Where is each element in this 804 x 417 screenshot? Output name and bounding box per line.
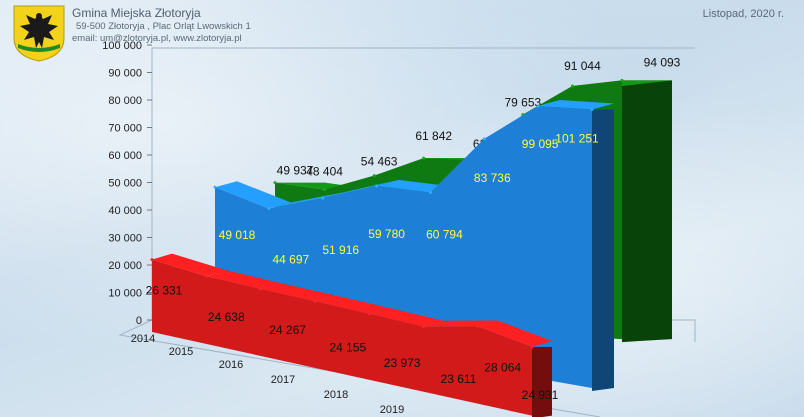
y-tick-label: 50 000	[108, 178, 142, 190]
series-1-ribbon-point	[476, 324, 480, 328]
series-2-ribbon-top-face	[215, 181, 291, 209]
back-wall-edge	[151, 47, 695, 320]
y-tick-label: 60 000	[108, 150, 142, 162]
y-tick-label: 90 000	[108, 68, 142, 80]
series-2-ribbon-data-label: 44 697	[273, 253, 310, 267]
series-2-ribbon-point	[321, 196, 325, 200]
series-2-ribbon-point	[536, 104, 540, 108]
x-tick-label: 2017	[271, 374, 295, 386]
series-1-ribbon-data-label: 24 638	[208, 310, 245, 324]
series-3-ribbon-data-label: 91 044	[564, 59, 601, 73]
series-3-ribbon-point	[620, 78, 624, 82]
y-tick-label: 30 000	[108, 233, 142, 245]
series-2-ribbon-side-face	[592, 109, 614, 391]
series-1-ribbon-top-face	[206, 270, 281, 290]
series-3-ribbon-data-label: 79 653	[505, 96, 542, 110]
series-1-ribbon-top-face	[260, 283, 335, 302]
header-title: Gmina Miejska Złotoryja	[72, 6, 201, 20]
y-tick-label: 100 000	[102, 40, 142, 52]
x-tick-label: 2016	[219, 359, 243, 371]
series-2-ribbon-point	[267, 207, 271, 211]
series-1-ribbon-data-label: 24 931	[522, 388, 559, 402]
series-1-ribbon-data-label: 24 267	[269, 323, 306, 337]
series-1-ribbon-point	[150, 258, 154, 262]
series-2-ribbon-point	[213, 185, 217, 189]
series-2-ribbon-point	[428, 191, 432, 195]
series-3-ribbon-data-label: 48 404	[306, 165, 343, 179]
series-2-ribbon-data-label: 83 736	[474, 171, 511, 185]
y-tick-label: 80 000	[108, 95, 142, 107]
series-2-ribbon-data-label: 99 095	[522, 137, 559, 151]
series-1-ribbon-top-face	[477, 320, 552, 348]
y-tick-label: 10 000	[108, 288, 142, 300]
series-2-ribbon-data-label: 49 018	[219, 228, 256, 242]
series-1-ribbon: 26 331 24 638 24 267 24 155 23 973 23 611 28 0…	[146, 253, 559, 417]
y-tick-label: 70 000	[108, 123, 142, 135]
series-3-ribbon-data-label: 61 842	[415, 129, 452, 143]
series-1-ribbon-data-label: 23 973	[384, 356, 421, 370]
x-tick-label: 2019	[380, 404, 404, 416]
series-1-ribbon-data-label: 23 611	[441, 372, 477, 386]
series-1-ribbon-data-label: 24 155	[330, 340, 367, 354]
series-1-ribbon-point	[367, 312, 371, 316]
series-2-ribbon-point	[482, 137, 486, 141]
series-3-ribbon-point	[273, 181, 277, 185]
series-3-ribbon-point	[422, 156, 426, 160]
series-1-ribbon-top-face	[152, 253, 227, 277]
series-1-ribbon-data-label: 26 331	[146, 284, 183, 298]
series-3-ribbon-data-label: 49 937	[277, 164, 314, 178]
series-1-ribbon-top-face	[423, 320, 498, 327]
series-1-ribbon-point	[204, 274, 208, 278]
series-2-ribbon-top-face	[322, 179, 399, 199]
series-3-ribbon-data-label: 54 463	[361, 155, 398, 169]
series-2-ribbon-data-label: 101 251	[555, 132, 599, 146]
series-2-ribbon-top-face	[268, 192, 345, 209]
series-1-ribbon-point	[421, 325, 425, 329]
series-2-ribbon-data-label: 60 794	[426, 228, 463, 242]
series-1-ribbon-data-label: 28 064	[484, 360, 521, 374]
series-1-ribbon-top-face	[369, 307, 444, 327]
x-tick-label: 2018	[324, 389, 348, 401]
series-1-ribbon-front-face	[152, 259, 532, 416]
series-3-ribbon-side-face	[622, 80, 672, 343]
series-1-ribbon-point	[259, 287, 263, 291]
coat-of-arms-logo	[13, 5, 65, 62]
x-tick-label: 2014	[131, 333, 155, 345]
series-3-ribbon-point	[570, 84, 574, 88]
y-tick-label: 40 000	[108, 205, 142, 217]
header-address: 59-500 Złotoryja , Plac Orląt Lwowskich …	[76, 21, 251, 32]
header-contact: email: um@zlotoryja.pl, www.zlotoryja.pl	[72, 33, 242, 44]
series-1-ribbon-side-face	[532, 347, 552, 417]
series-3-ribbon-point	[323, 188, 327, 192]
series-2-ribbon-data-label: 51 916	[322, 243, 359, 257]
series-2-ribbon-top-face	[376, 179, 453, 193]
series-3-ribbon-data-label: 94 093	[644, 55, 681, 69]
report-date: Listopad, 2020 r.	[702, 8, 784, 20]
series-2-ribbon-top-face	[538, 100, 614, 110]
series-3-ribbon-point	[372, 174, 376, 178]
series-1-ribbon-point	[530, 345, 534, 349]
series-1-ribbon-top-face	[314, 295, 390, 314]
series-1-ribbon-point	[313, 299, 317, 303]
y-tick-label: 0	[136, 315, 142, 327]
x-tick-label: 2015	[169, 346, 193, 358]
series-2-ribbon-point	[375, 184, 379, 188]
series-2-ribbon-point	[590, 108, 594, 112]
series-2-ribbon-data-label: 59 780	[368, 227, 405, 241]
y-tick-label: 20 000	[108, 260, 142, 272]
